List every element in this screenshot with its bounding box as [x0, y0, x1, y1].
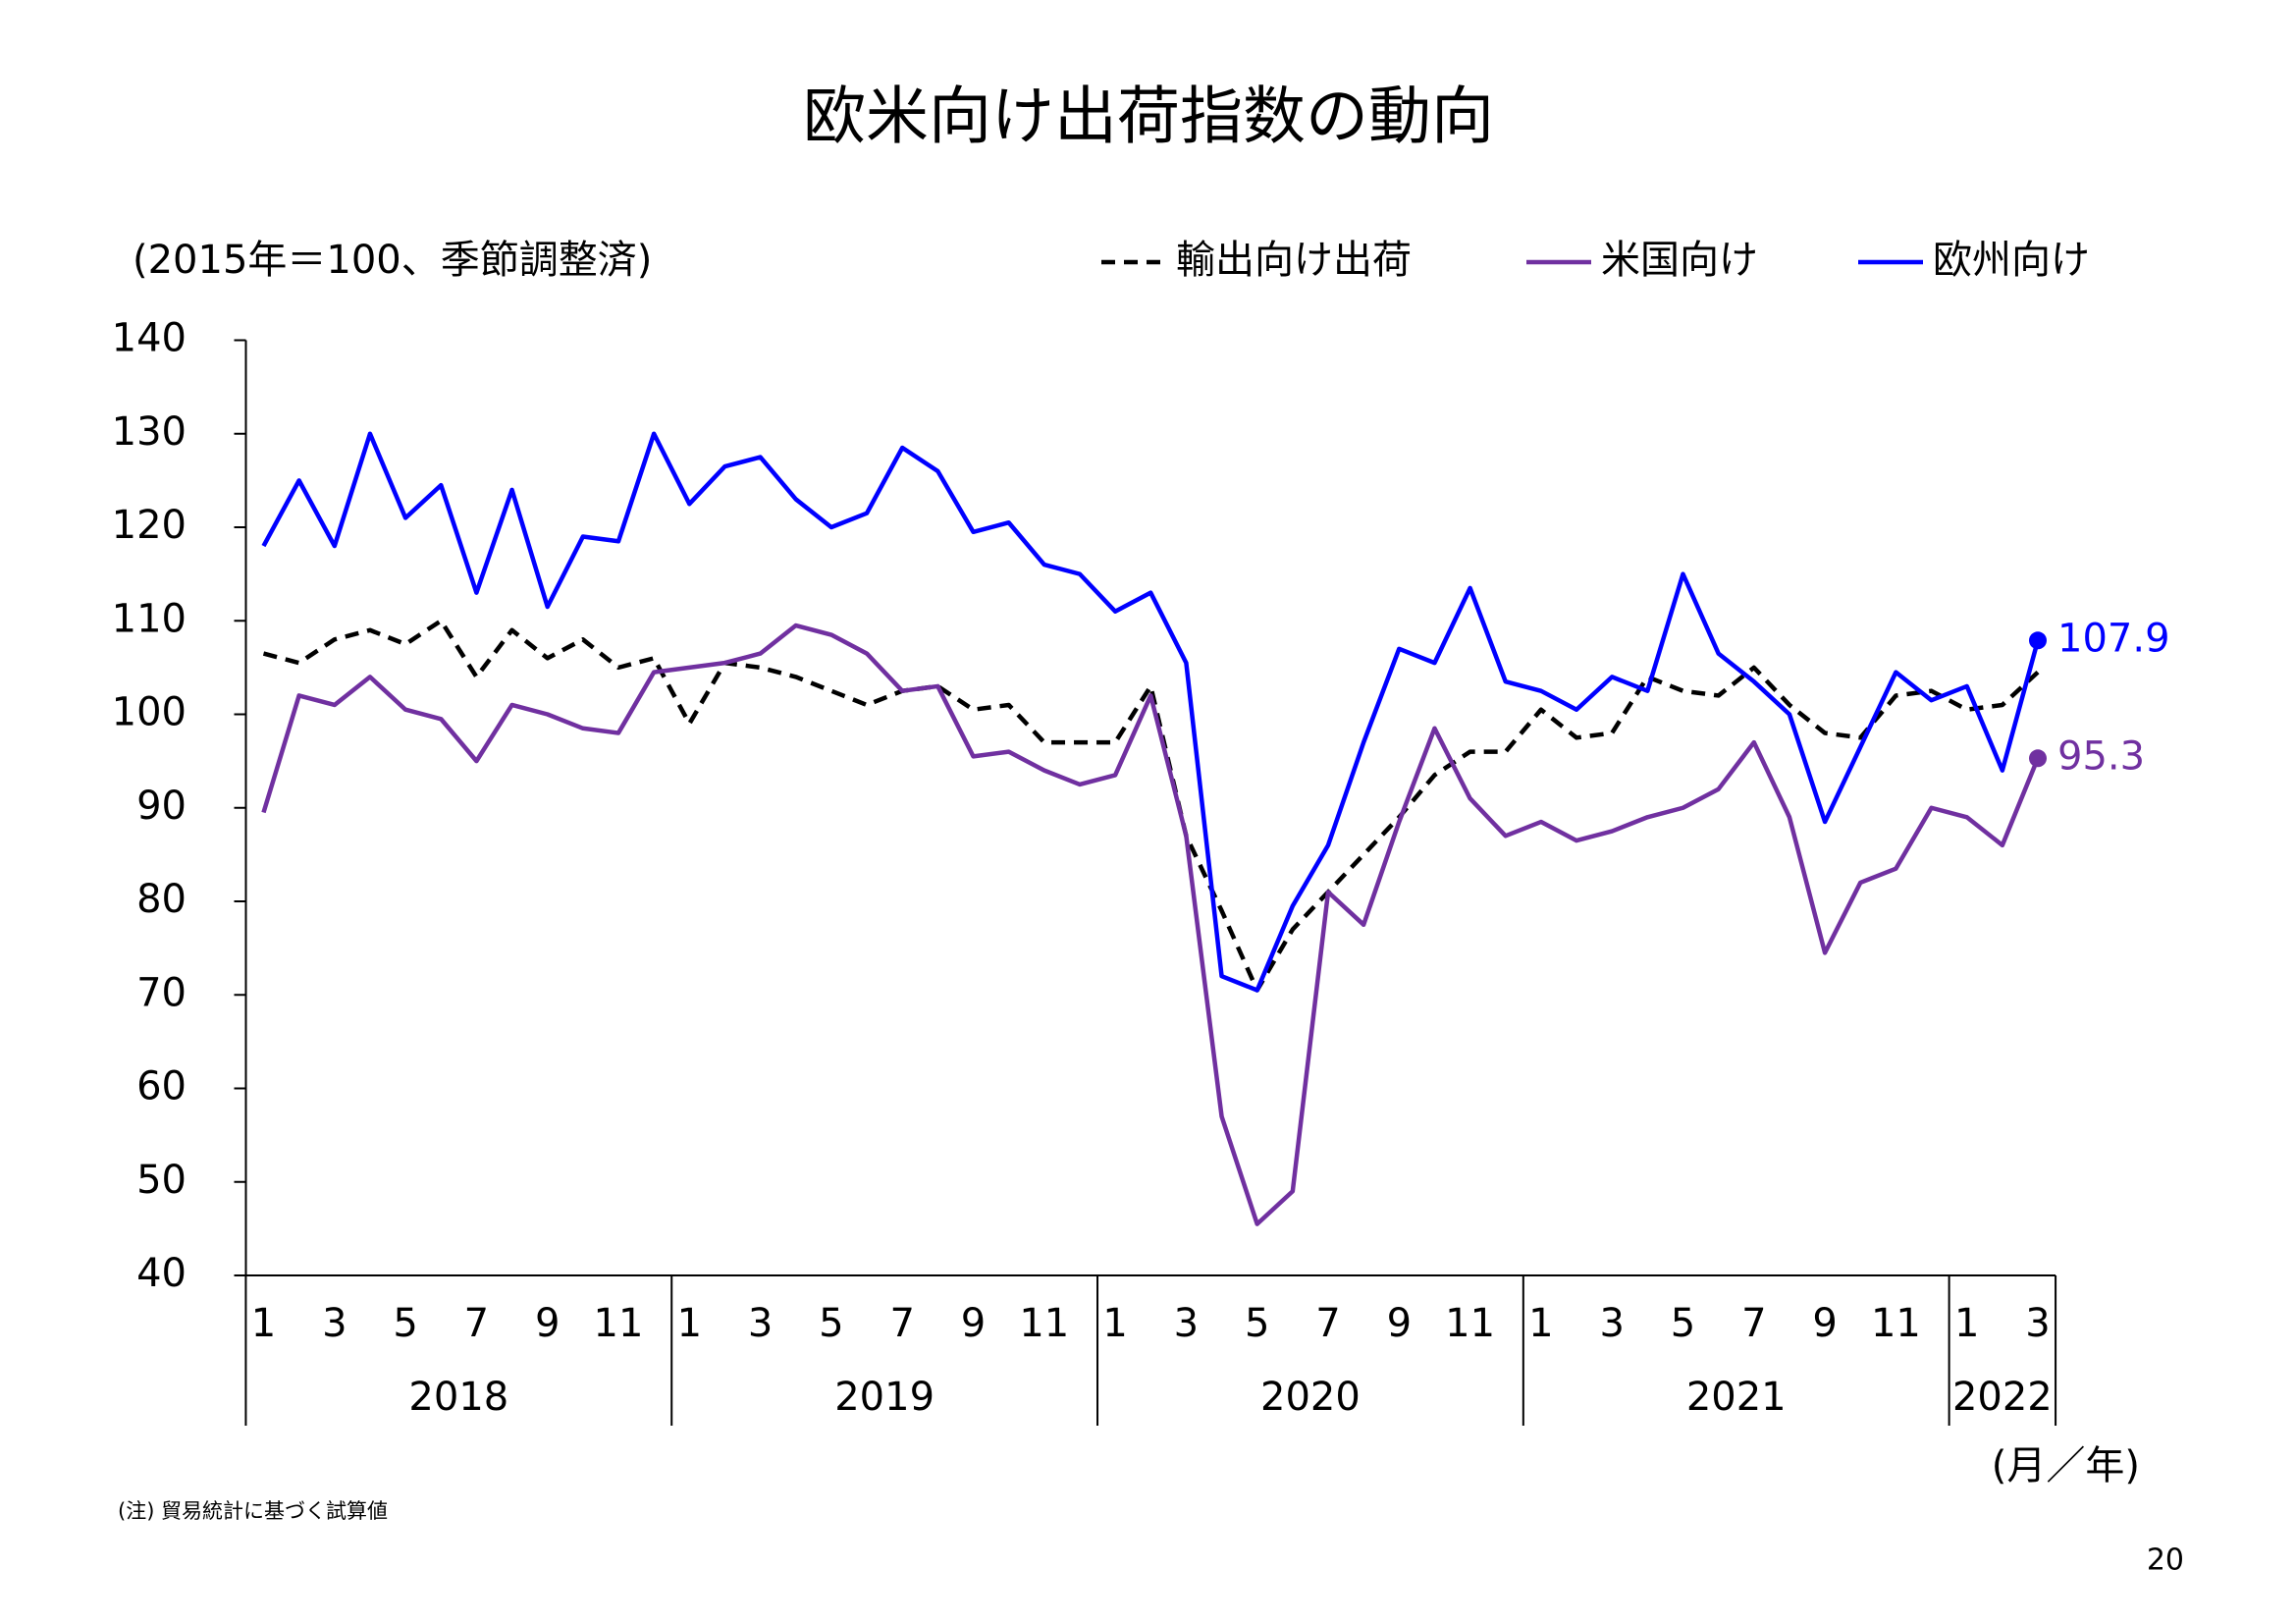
x-tick-label: 9 [961, 1301, 986, 1346]
x-tick-label: 5 [1245, 1301, 1269, 1346]
y-tick-label: 70 [136, 970, 187, 1015]
y-tick-label: 100 [112, 690, 187, 735]
series-line [261, 623, 2041, 1226]
y-axis-label: (2015年＝100、季節調整済) [133, 238, 652, 283]
y-tick-label: 110 [112, 596, 187, 641]
x-tick-label: 9 [535, 1301, 560, 1346]
x-tick-label: 11 [594, 1301, 644, 1346]
x-tick-label: 3 [1599, 1301, 1624, 1346]
y-tick-label: 90 [136, 784, 187, 829]
x-tick-label: 3 [1174, 1301, 1199, 1346]
x-tick-label: 7 [889, 1301, 914, 1346]
x-tick-label: 5 [1671, 1301, 1695, 1346]
x-group-label: 2022 [1952, 1375, 2053, 1420]
x-tick-label: 1 [1102, 1301, 1127, 1346]
x-tick-label: 5 [393, 1301, 417, 1346]
x-group-label: 2019 [834, 1375, 934, 1420]
legend-label: 欧州向け [1933, 238, 2090, 283]
x-tick-label: 5 [819, 1301, 843, 1346]
x-tick-label: 11 [1871, 1301, 1921, 1346]
y-tick-label: 50 [136, 1158, 187, 1203]
x-tick-label: 1 [251, 1301, 276, 1346]
x-tick-label: 11 [1445, 1301, 1495, 1346]
x-tick-label: 3 [2025, 1301, 2050, 1346]
data-label: 107.9 [2057, 616, 2170, 661]
chart-title: 欧米向け出荷指数の動向 [803, 81, 1494, 154]
x-tick-label: 1 [1954, 1301, 1979, 1346]
y-tick-label: 40 [136, 1251, 187, 1296]
x-axis-label: (月／年) [1992, 1443, 2140, 1489]
x-tick-label: 9 [1387, 1301, 1412, 1346]
data-label: 95.3 [2057, 733, 2145, 779]
x-tick-label: 3 [748, 1301, 773, 1346]
y-tick-label: 140 [112, 316, 187, 361]
x-group-label: 2021 [1686, 1375, 1787, 1420]
x-tick-label: 9 [1812, 1301, 1837, 1346]
x-tick-label: 7 [464, 1301, 489, 1346]
x-tick-label: 11 [1019, 1301, 1069, 1346]
y-tick-label: 80 [136, 877, 187, 922]
page-number: 20 [2147, 1543, 2184, 1578]
legend-label: 輸出向け出荷 [1176, 238, 1412, 283]
y-tick-label: 130 [112, 409, 187, 455]
legend-label: 米国向け [1601, 238, 1758, 283]
x-tick-label: 7 [1741, 1301, 1766, 1346]
end-marker [2029, 749, 2047, 768]
note: (注) 貿易統計に基づく試算値 [118, 1499, 388, 1523]
x-group-label: 2018 [408, 1375, 508, 1420]
series-line [262, 619, 2040, 993]
end-marker [2029, 631, 2047, 650]
x-tick-label: 7 [1315, 1301, 1340, 1346]
series-line [261, 431, 2041, 993]
x-tick-label: 1 [677, 1301, 702, 1346]
y-tick-label: 120 [112, 503, 187, 548]
x-tick-label: 1 [1528, 1301, 1553, 1346]
x-tick-label: 3 [322, 1301, 347, 1346]
y-tick-label: 60 [136, 1064, 187, 1110]
x-group-label: 2020 [1260, 1375, 1361, 1420]
